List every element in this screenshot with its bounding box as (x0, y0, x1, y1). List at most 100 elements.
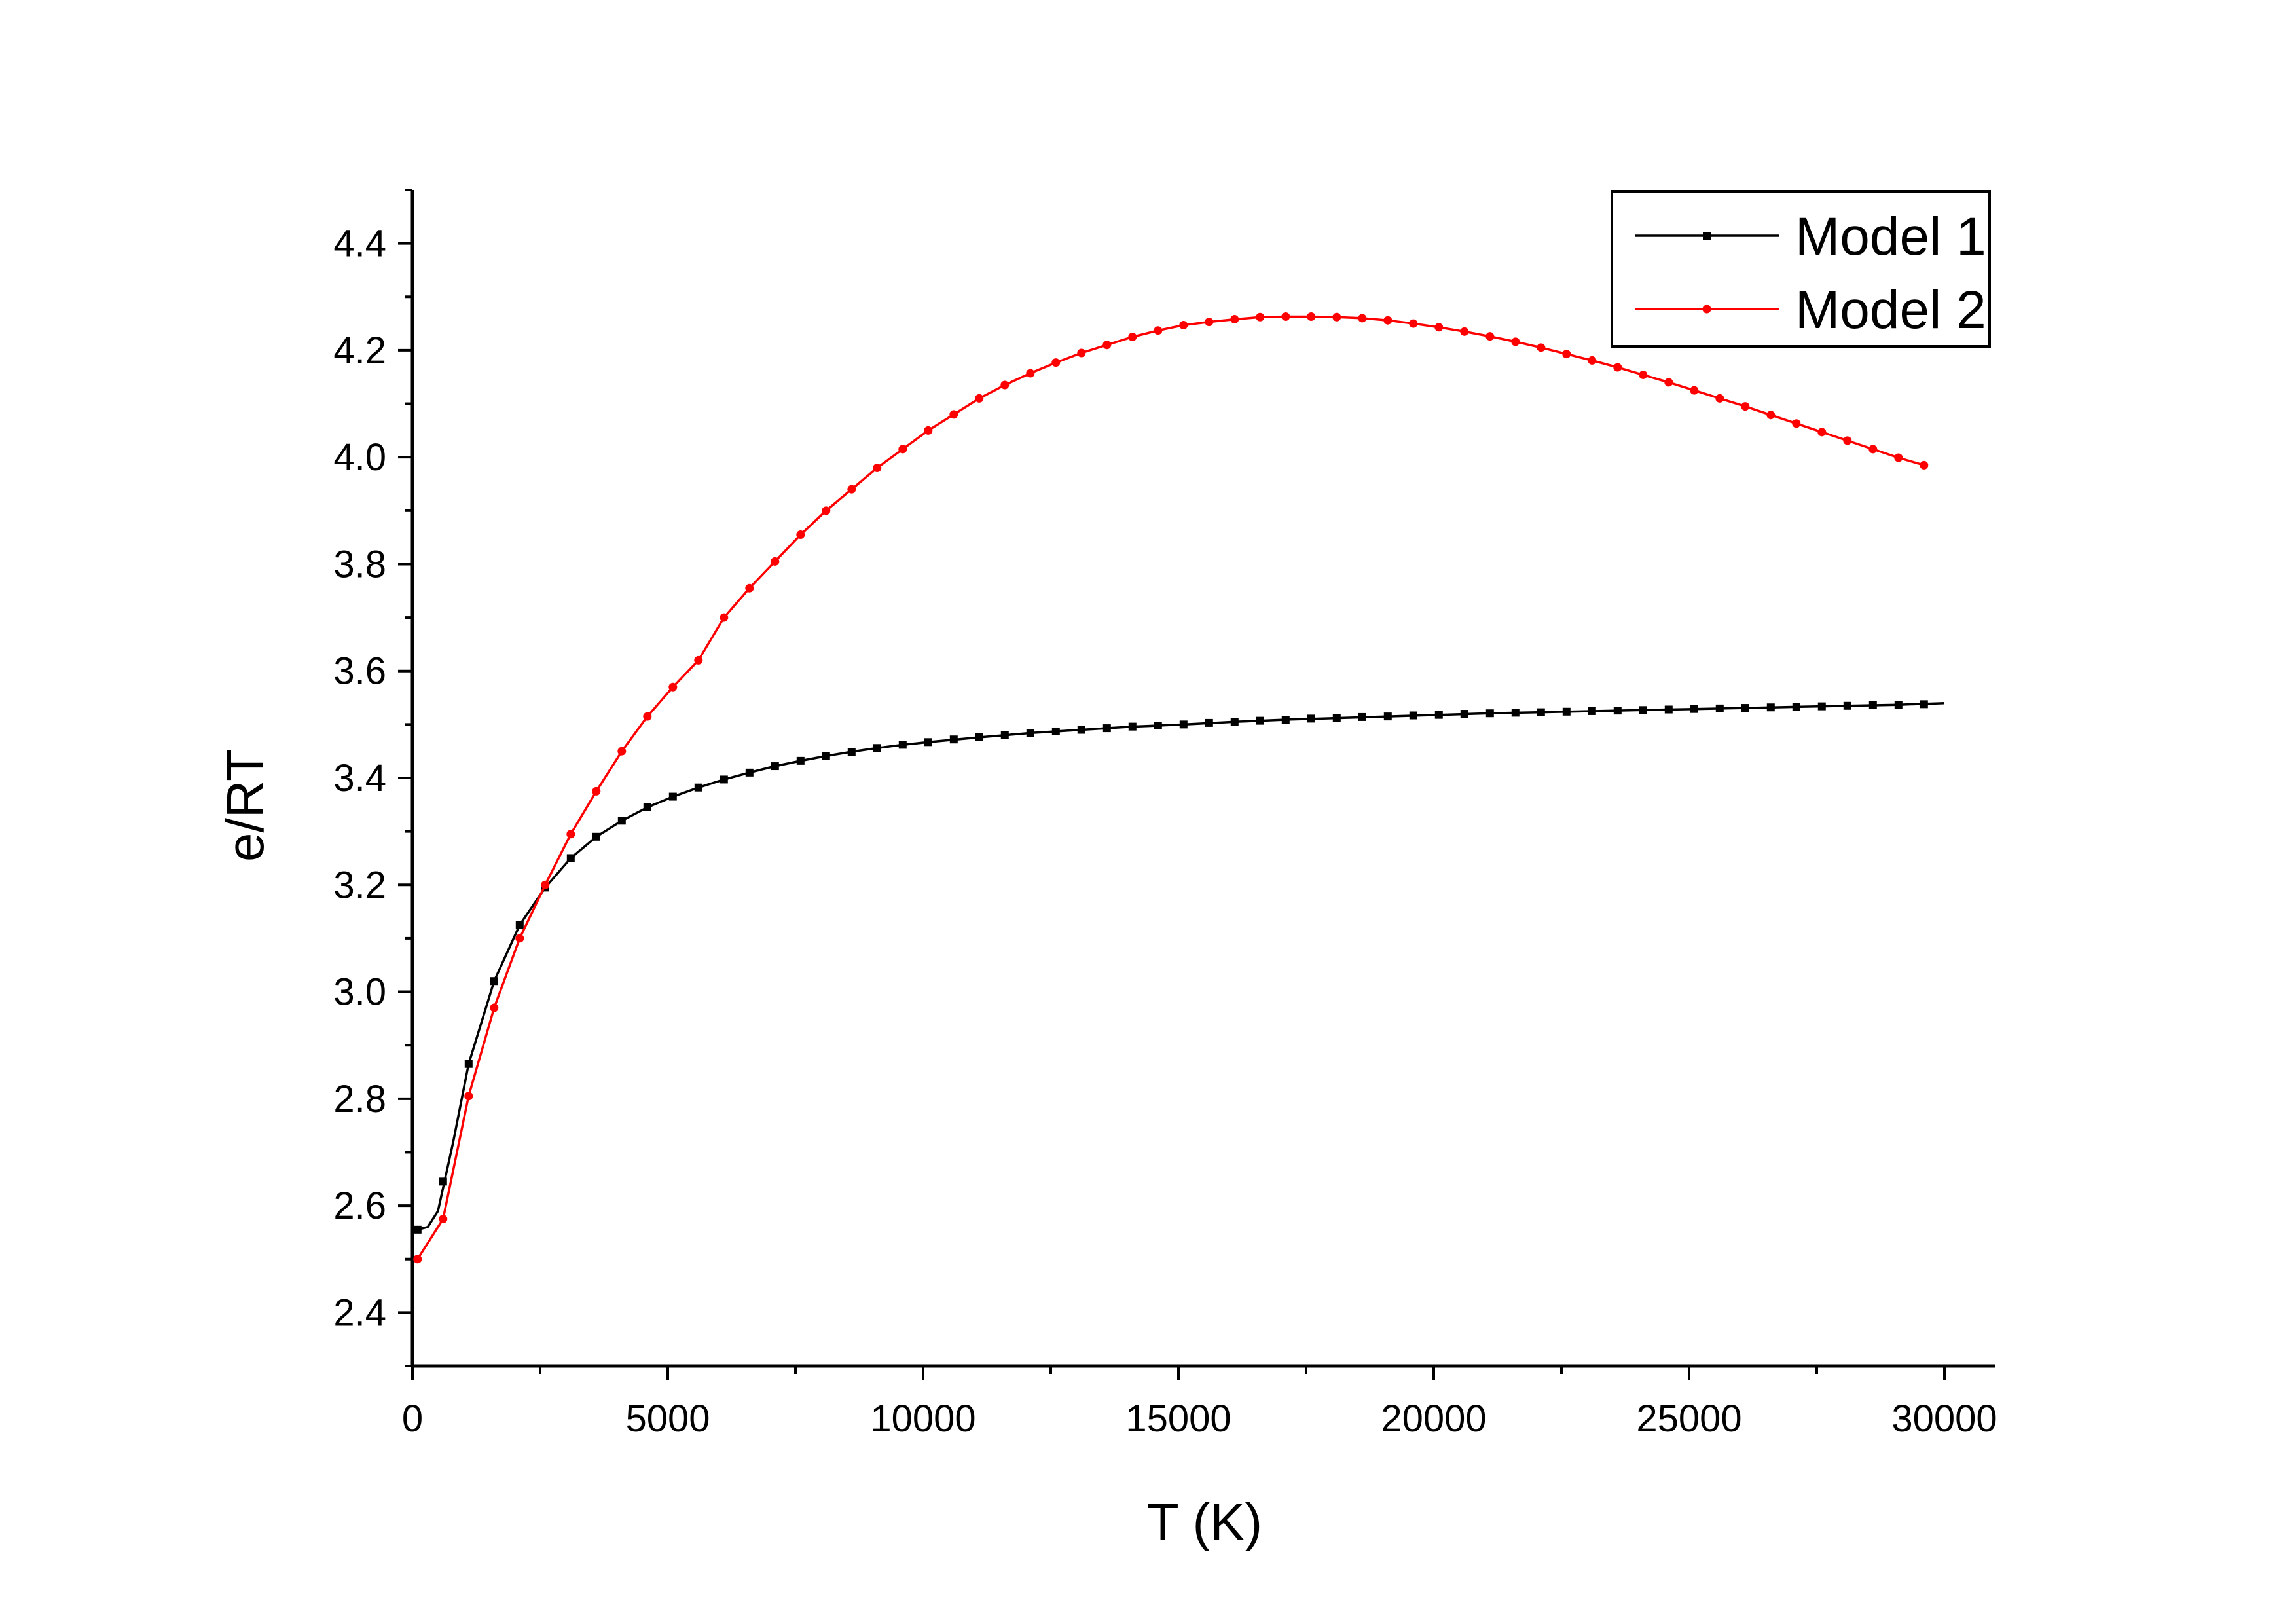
x-tick-label: 0 (402, 1397, 423, 1440)
data-point (1332, 312, 1341, 322)
data-point (1307, 714, 1315, 723)
data-point (1026, 369, 1035, 378)
y-tick-label: 3.2 (333, 864, 386, 906)
data-point (1281, 312, 1290, 321)
data-point (1460, 710, 1468, 718)
y-tick-label: 4.4 (333, 223, 386, 265)
data-point (668, 792, 677, 801)
data-point (1894, 701, 1903, 709)
data-point (898, 741, 907, 749)
data-point (1000, 731, 1009, 739)
series-line (412, 701, 1945, 1231)
data-point (1051, 727, 1060, 735)
data-point (1102, 341, 1112, 350)
data-point (617, 817, 626, 825)
x-tick-label: 25000 (1636, 1397, 1741, 1440)
y-tick-label: 4.0 (333, 436, 386, 479)
data-point (1868, 445, 1878, 454)
data-point (1766, 411, 1776, 420)
data-point (1205, 718, 1213, 727)
data-point (694, 655, 703, 665)
data-point (1639, 370, 1648, 379)
data-point (515, 934, 524, 943)
y-tick-label: 2.6 (333, 1185, 386, 1227)
data-point (1205, 318, 1214, 327)
data-point (668, 682, 678, 692)
data-point (771, 762, 779, 771)
data-point (1741, 704, 1749, 712)
legend-item: Model 2 (1635, 280, 1986, 340)
legend-swatch-marker (1703, 232, 1711, 240)
data-point (1358, 712, 1366, 721)
data-point (1179, 720, 1188, 729)
x-tick-label: 10000 (870, 1397, 975, 1440)
data-point (924, 426, 933, 435)
data-point (975, 394, 984, 403)
data-point (873, 744, 881, 752)
series-1 (412, 700, 1945, 1234)
legend-label: Model 2 (1795, 280, 1986, 340)
data-point (1383, 316, 1393, 325)
data-point (1000, 380, 1010, 390)
data-point (1230, 718, 1239, 726)
data-point (796, 756, 805, 765)
legend-box (1611, 190, 1991, 348)
data-point (720, 613, 729, 622)
series-2 (413, 312, 1929, 1264)
data-point (1383, 712, 1392, 721)
y-tick-label: 2.8 (333, 1078, 386, 1120)
data-point (1690, 386, 1699, 395)
data-point (566, 854, 575, 862)
series-line (416, 315, 1925, 1260)
data-point (949, 410, 958, 419)
data-point (1026, 729, 1034, 737)
data-point (643, 803, 651, 811)
data-point (1332, 714, 1341, 722)
data-point (694, 783, 702, 792)
data-point (898, 445, 907, 454)
data-point (975, 733, 983, 741)
data-point (1434, 323, 1444, 332)
series-layer (412, 312, 1945, 1264)
tick-labels: 0 5000 10000 15000 20000 25000 30000 2.4 2.6 2.8 3… (333, 223, 1997, 1440)
legend-item: Model 1 (1635, 207, 1986, 267)
data-point (1639, 706, 1647, 714)
y-tick-label: 3.8 (333, 543, 386, 585)
data-point (1511, 709, 1520, 717)
data-point (924, 738, 932, 747)
x-tick-label: 15000 (1125, 1397, 1231, 1440)
data-point (439, 1177, 447, 1186)
data-point (1409, 319, 1418, 328)
x-tick-label: 30000 (1891, 1397, 1997, 1440)
data-point (1792, 703, 1800, 711)
data-point (1179, 321, 1188, 330)
data-point (617, 747, 627, 756)
data-point (1077, 726, 1085, 734)
data-point (1102, 724, 1111, 733)
data-point (1792, 419, 1801, 428)
data-point (1588, 356, 1597, 365)
y-tick-label: 3.6 (333, 650, 386, 693)
data-point (1690, 705, 1698, 713)
data-point (822, 752, 830, 760)
data-point (1460, 327, 1469, 336)
data-point (643, 712, 652, 721)
data-point (1613, 363, 1622, 372)
data-point (1434, 710, 1443, 719)
data-point (1051, 358, 1061, 367)
legend-swatch-marker (1702, 304, 1711, 314)
data-point (1766, 703, 1775, 712)
data-point (949, 735, 958, 744)
data-point (1154, 326, 1163, 335)
data-point (1562, 707, 1571, 716)
data-point (592, 832, 600, 841)
data-point (1256, 312, 1265, 322)
data-point (1358, 314, 1367, 323)
y-tick-label: 3.0 (333, 971, 386, 1014)
legend: Model 1 Model 2 (1611, 190, 1991, 348)
data-point (1077, 348, 1086, 358)
data-point (1256, 716, 1264, 725)
x-tick-label: 20000 (1381, 1397, 1486, 1440)
data-point (1868, 701, 1877, 709)
